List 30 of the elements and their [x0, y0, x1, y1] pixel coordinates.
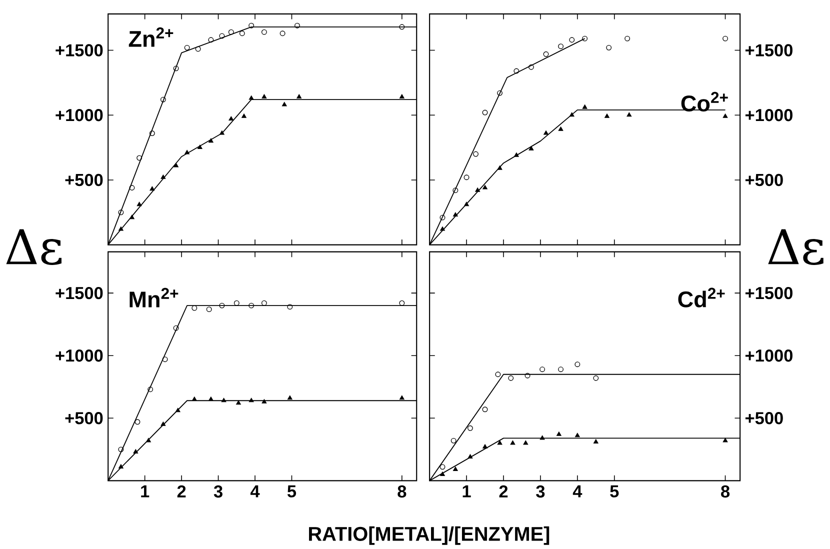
y2-tick-label: +1000: [745, 349, 792, 362]
x-tick-label: 1: [141, 485, 150, 498]
y2-tick-label: +1000: [745, 108, 792, 122]
x-tick-label: 2: [177, 485, 186, 498]
y2-tick-label: +1500: [745, 286, 792, 300]
text: Cd$^{2+}$: [678, 288, 725, 308]
x-tick-label: 3: [536, 485, 545, 498]
x-tick-label: 3: [214, 485, 222, 498]
y2-tick-label: +500: [745, 412, 783, 424]
y2-tick-label: +1500: [745, 44, 792, 56]
x-tick-label: 5: [610, 485, 619, 498]
x-axis-title: RATIO[METAL]/[ENZYME]: [309, 526, 550, 545]
x-tick-label: 4: [250, 485, 260, 498]
y2-tick-label: +500: [745, 174, 783, 186]
y-tick-label: +1500: [56, 286, 103, 300]
y-tick-label: +1500: [56, 44, 103, 56]
y-tick-label: +500: [65, 412, 103, 424]
x-tick-label: 2: [499, 485, 508, 498]
y-tick-label: +500: [65, 174, 103, 186]
x-tick-label: 8: [398, 485, 406, 498]
y-axis-title: Δε: [6, 229, 62, 265]
text: Zn$^{2+}$: [128, 27, 174, 47]
x-tick-label: 5: [287, 485, 296, 498]
x-tick-label: 8: [721, 485, 730, 498]
y-tick-label: +1000: [56, 108, 103, 122]
text: Mn$^{2+}$: [130, 288, 178, 308]
x-tick-label: 4: [572, 485, 582, 498]
x-tick-label: 1: [462, 485, 471, 498]
y2-axis-title: Δε: [768, 229, 824, 265]
y-tick-label: +1000: [56, 349, 103, 362]
